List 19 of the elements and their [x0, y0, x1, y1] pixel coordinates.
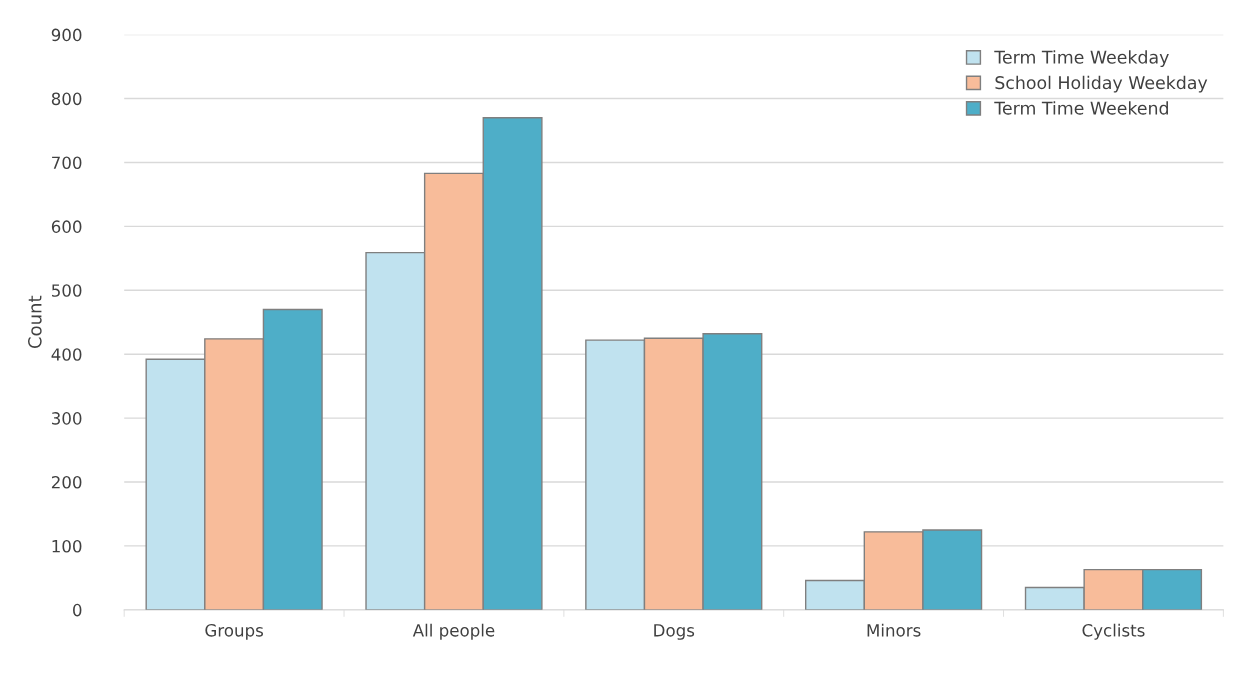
y-tick-label: 0 — [73, 603, 82, 617]
y-tick-label: 600 — [51, 220, 82, 233]
legend-label: School Holiday Weekday — [995, 75, 1208, 93]
x-tick-label: Minors — [867, 623, 921, 637]
x-tick-label: Dogs — [654, 624, 695, 640]
y-tick-label: 200 — [51, 475, 82, 489]
y-tick-label: 400 — [51, 348, 82, 361]
x-tick-label: Cyclists — [1082, 623, 1145, 640]
x-tick-label: Groups — [205, 624, 264, 640]
legend-label: Term Time Weekday — [994, 50, 1169, 68]
y-tick-label: 500 — [52, 284, 82, 297]
y-tick-label: 300 — [51, 412, 82, 425]
y-axis-title: Count — [28, 295, 42, 349]
y-tick-label: 700 — [52, 156, 82, 170]
y-tick-label: 800 — [51, 92, 82, 106]
y-tick-label: 900 — [51, 28, 82, 42]
x-tick-label: All people — [412, 623, 495, 640]
legend-label: Term Time Weekend — [994, 101, 1168, 115]
y-tick-label: 100 — [52, 539, 82, 553]
